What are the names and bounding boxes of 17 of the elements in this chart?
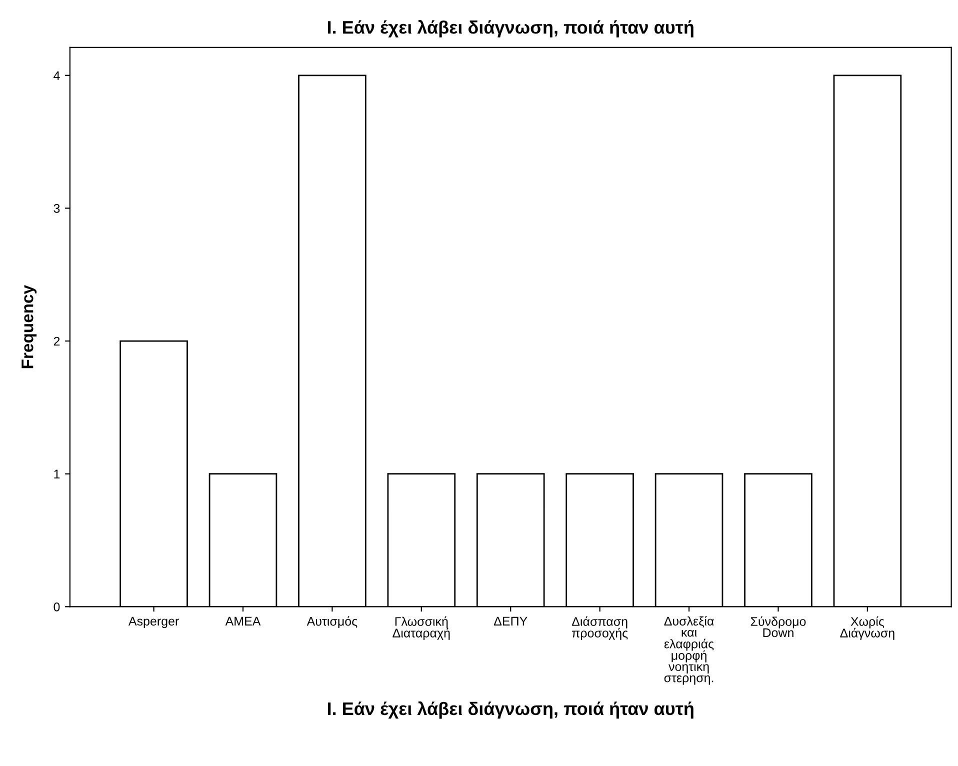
x-tick-label: ΑΜΕΑ: [225, 616, 261, 626]
x-tick-label: Χωρίς Διάγνωση: [840, 616, 894, 640]
y-tick-label: 1: [54, 470, 60, 478]
x-axis-title: I. Εάν έχει λάβει διάγνωση, ποιά ήταν αυτή: [328, 701, 694, 719]
y-axis-title: Frequency: [22, 285, 37, 368]
chart-title: I. Εάν έχει λάβει διάγνωση, ποιά ήταν αυτή: [328, 20, 694, 38]
y-tick-label: 3: [54, 204, 60, 213]
y-tick-label: 0: [54, 602, 60, 612]
x-tick-label: Διάσπαση προσοχής: [572, 616, 628, 640]
x-tick-label: Αυτισμός: [306, 616, 358, 628]
x-tick-label: Γλωσσική Διαταραχή: [392, 616, 450, 640]
x-tick-label: Σύνδρομο Down: [750, 616, 806, 638]
x-tick-label: Δυσλεξία και ελαφριάς μορφή νοητικη στερηση.: [664, 616, 714, 685]
y-tick-label: 2: [54, 336, 60, 346]
x-tick-label: ΔΕΠΥ: [494, 616, 528, 626]
x-tick-label: Asperger: [128, 616, 179, 628]
y-tick-label: 4: [54, 71, 60, 80]
